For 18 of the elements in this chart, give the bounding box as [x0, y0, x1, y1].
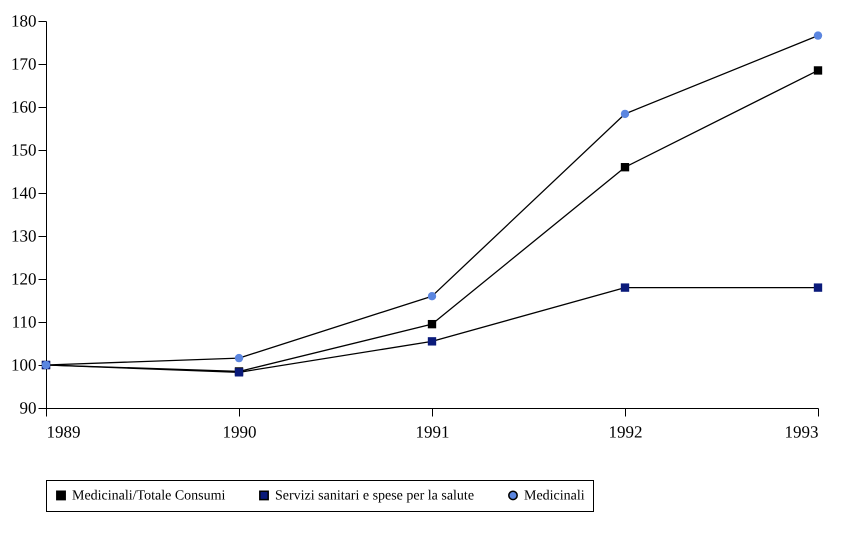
y-tick-label: 150 [11, 140, 36, 160]
y-tick-label: 180 [11, 12, 36, 30]
legend-label: Servizi sanitari e spese per la salute [275, 488, 474, 504]
legend-label: Medicinali/Totale Consumi [72, 488, 226, 504]
y-tick-label: 120 [11, 270, 36, 288]
y-tick-label: 90 [20, 398, 36, 418]
y-tick-label: 140 [11, 184, 36, 202]
y-tick-label: 110 [12, 312, 36, 332]
y-tick-label: 130 [11, 226, 36, 246]
x-tick-label: 1989 [46, 422, 80, 442]
y-tick-label: 170 [11, 54, 36, 74]
x-tick-label: 1992 [608, 422, 642, 442]
y-tick-label: 160 [11, 98, 36, 116]
x-tick-label: 1990 [222, 422, 256, 442]
y-tick-label: 100 [11, 356, 36, 374]
x-tick-label: 1991 [416, 422, 450, 442]
legend-label: Medicinali [524, 488, 585, 504]
x-tick-label: 1993 [784, 422, 818, 442]
